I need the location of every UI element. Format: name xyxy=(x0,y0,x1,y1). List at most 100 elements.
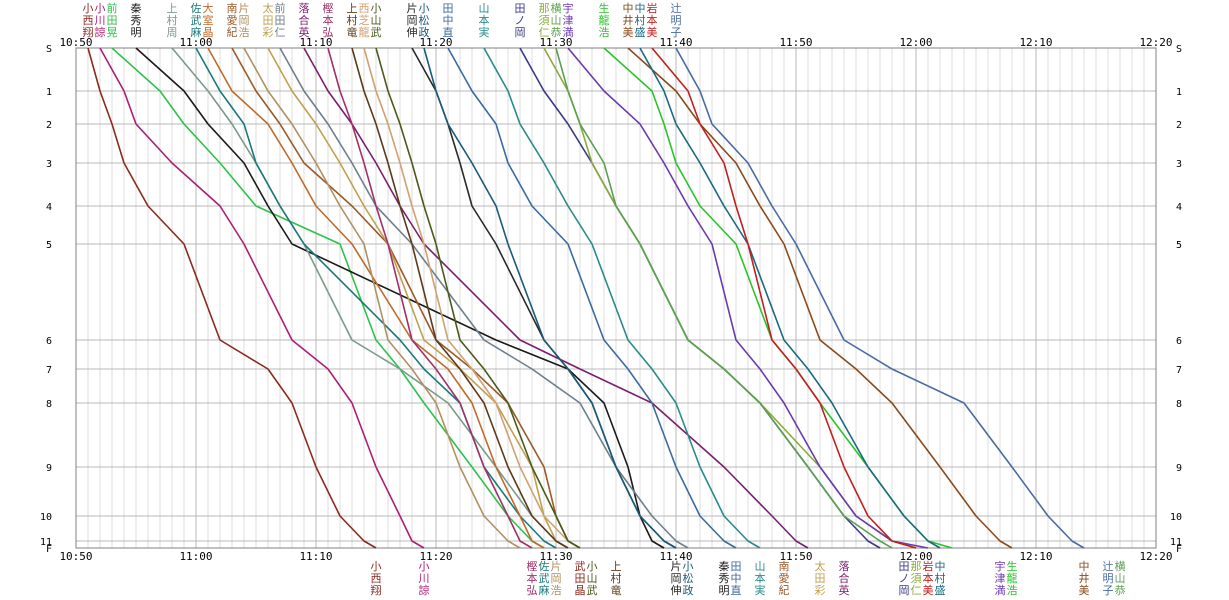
runner-label-top: 中村盛 xyxy=(635,2,646,39)
station-label-left: 6 xyxy=(46,336,52,347)
runner-label-top-char: 田 xyxy=(263,14,274,27)
runner-label-bottom-char: 川 xyxy=(419,572,430,585)
x-tick-label-top: 11:30 xyxy=(539,36,572,49)
runner-label-bottom: 那須仁 xyxy=(911,560,922,597)
runner-label-bottom-char: 松 xyxy=(683,571,694,585)
station-label-left: 3 xyxy=(46,159,52,170)
runner-label-top: 南愛紀 xyxy=(227,2,238,39)
runner-label-top-char: 弘 xyxy=(323,26,334,39)
runner-label-top-char: 樫 xyxy=(323,1,334,15)
runner-label-top-char: 英 xyxy=(299,25,310,39)
runner-label-top-char: 芝 xyxy=(359,14,370,27)
runner-label-bottom-char: 片 xyxy=(551,560,562,573)
runner-label-bottom-char: 田 xyxy=(815,572,826,585)
series-line xyxy=(351,47,569,549)
runner-label-bottom-char: 宇 xyxy=(995,560,1006,573)
runner-label-top: 生龍浩 xyxy=(599,1,610,39)
runner-label-top-char: 浩 xyxy=(599,26,610,39)
runner-label-bottom-char: 小 xyxy=(683,560,694,573)
runner-label-bottom: 太田彩 xyxy=(815,560,826,597)
runner-label-top-char: 翔 xyxy=(83,25,94,39)
series-line xyxy=(567,47,929,549)
x-tick-label-bottom: 11:50 xyxy=(779,550,812,563)
x-tick-label-top: 11:20 xyxy=(419,36,452,49)
series-line xyxy=(675,47,1085,549)
runner-label-bottom-char: ノ xyxy=(899,572,910,585)
runner-label-bottom-char: 麻 xyxy=(539,583,550,597)
runner-label-top-char: 龍 xyxy=(359,25,370,39)
series-line xyxy=(279,47,689,549)
runner-label-top-char: 太 xyxy=(263,2,274,15)
runner-label-top-char: 津 xyxy=(563,14,574,27)
station-label-left: 4 xyxy=(46,202,52,213)
station-label-right: 2 xyxy=(1176,120,1182,131)
runner-label-bottom-char: 小 xyxy=(371,560,382,573)
runner-label-bottom: 宇津満 xyxy=(995,560,1006,597)
runner-label-top-char: 麻 xyxy=(191,25,202,39)
runner-label-top: 辻明子 xyxy=(671,1,682,39)
runner-label-bottom-char: 浩 xyxy=(1007,584,1018,597)
runner-label-top-char: 山 xyxy=(551,14,562,27)
x-tick-label-bottom: 12:20 xyxy=(1139,550,1172,563)
runner-label-bottom: 秦秀明 xyxy=(719,559,730,597)
runner-label-bottom-char: 山 xyxy=(755,560,766,573)
runner-label-top-char: 井 xyxy=(623,13,634,27)
runner-label-bottom: 片岡浩 xyxy=(551,560,562,597)
runner-label-top-char: 本 xyxy=(479,13,490,27)
grid xyxy=(75,47,1157,549)
runner-label-top-char: 直 xyxy=(443,25,454,39)
runner-label-top: 小松政 xyxy=(419,2,430,39)
x-tick-label-bottom: 11:20 xyxy=(419,550,452,563)
runner-label-bottom-char: 那 xyxy=(911,560,922,573)
runner-label-bottom-char: 満 xyxy=(995,584,1006,597)
runner-label-top: 片岡伸 xyxy=(407,2,418,39)
runner-label-top: 西芝龍 xyxy=(359,2,370,39)
runner-label-top: 田中直 xyxy=(443,2,454,39)
runner-label-top-char: 中 xyxy=(443,14,454,27)
runner-label-top-char: 上 xyxy=(347,2,358,15)
runner-label-top-char: 西 xyxy=(83,14,94,27)
station-label-left: 7 xyxy=(46,365,52,376)
runner-label-top-char: 中 xyxy=(635,2,646,15)
runner-label-bottom: 小西翔 xyxy=(371,560,382,597)
runner-label-bottom-char: 本 xyxy=(755,571,766,585)
x-tick-label-bottom: 11:00 xyxy=(179,550,212,563)
runner-label-top: 中井美 xyxy=(623,2,634,39)
runner-label-top-char: 川 xyxy=(95,14,106,27)
runner-label-bottom-char: 実 xyxy=(755,583,766,597)
runner-label-top-char: 南 xyxy=(227,2,238,15)
runner-label-top-char: 諒 xyxy=(95,25,106,39)
series-line xyxy=(363,47,581,549)
runner-label-top-char: 実 xyxy=(479,25,490,39)
runner-label-bottom-char: 落 xyxy=(839,560,850,573)
runner-label-top: 樫本弘 xyxy=(323,1,334,39)
runner-label-top-char: 紀 xyxy=(227,26,238,39)
runner-label-top-char: 辻 xyxy=(671,1,682,15)
runner-label-top-char: 上 xyxy=(167,2,178,15)
runner-label-bottom: 片岡伸 xyxy=(671,560,682,597)
runner-label-bottom-char: 片 xyxy=(671,560,682,573)
runner-label-bottom-char: 紀 xyxy=(779,584,790,597)
runner-label-bottom: 田中直 xyxy=(731,560,742,597)
runner-label-bottom-char: 明 xyxy=(719,584,730,597)
runner-label-top-char: 明 xyxy=(131,26,142,39)
series-layer xyxy=(87,47,1085,549)
runner-label-bottom: 南愛紀 xyxy=(779,560,790,597)
names-layer: 小西翔小川諒前田晃秦秀明上村周佐武麻大室晶南愛紀片岡浩太田彩前田仁落合英樫本弘上… xyxy=(83,1,1126,597)
station-label-right: 1 xyxy=(1176,87,1182,98)
runner-label-top-char: 佐 xyxy=(191,1,202,15)
runner-label-top-char: 前 xyxy=(107,1,118,15)
runner-label-bottom: 山本実 xyxy=(755,560,766,597)
runner-label-top-char: 落 xyxy=(299,2,310,15)
runner-label-top-char: 武 xyxy=(191,14,202,27)
runner-label-top-char: 恭 xyxy=(551,26,562,39)
runner-label-top-char: 秀 xyxy=(131,14,142,27)
x-tick-label-top: 11:10 xyxy=(299,36,332,49)
x-tick-label-bottom: 11:30 xyxy=(539,550,572,563)
runner-label-bottom-char: 岡 xyxy=(551,572,562,585)
series-line xyxy=(99,47,425,549)
runner-label-bottom-char: 本 xyxy=(527,571,538,585)
runner-label-top-char: 美 xyxy=(647,26,658,39)
runner-label-top-char: 那 xyxy=(539,2,550,15)
